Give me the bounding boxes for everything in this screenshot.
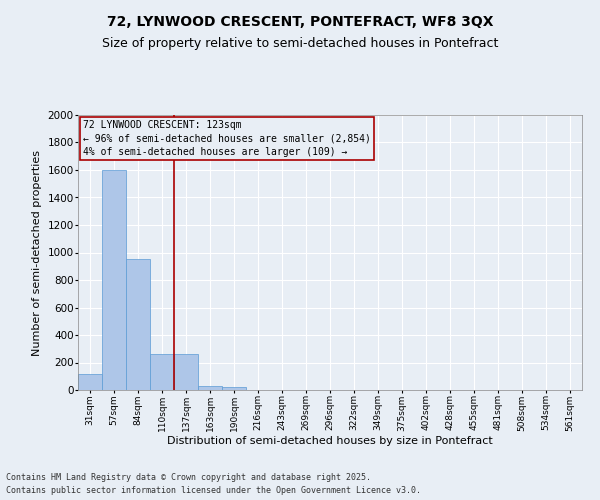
- Bar: [222, 387, 246, 390]
- Text: Contains public sector information licensed under the Open Government Licence v3: Contains public sector information licen…: [6, 486, 421, 495]
- Y-axis label: Number of semi-detached properties: Number of semi-detached properties: [32, 150, 42, 356]
- Text: 72 LYNWOOD CRESCENT: 123sqm
← 96% of semi-detached houses are smaller (2,854)
4%: 72 LYNWOOD CRESCENT: 123sqm ← 96% of sem…: [83, 120, 371, 157]
- Text: Size of property relative to semi-detached houses in Pontefract: Size of property relative to semi-detach…: [102, 38, 498, 51]
- Bar: [102, 170, 126, 390]
- Bar: [174, 354, 198, 390]
- Text: 72, LYNWOOD CRESCENT, PONTEFRACT, WF8 3QX: 72, LYNWOOD CRESCENT, PONTEFRACT, WF8 3Q…: [107, 15, 493, 29]
- Bar: [198, 386, 222, 390]
- Bar: [78, 374, 102, 390]
- Bar: [126, 260, 150, 390]
- X-axis label: Distribution of semi-detached houses by size in Pontefract: Distribution of semi-detached houses by …: [167, 436, 493, 446]
- Text: Contains HM Land Registry data © Crown copyright and database right 2025.: Contains HM Land Registry data © Crown c…: [6, 474, 371, 482]
- Bar: [150, 354, 174, 390]
